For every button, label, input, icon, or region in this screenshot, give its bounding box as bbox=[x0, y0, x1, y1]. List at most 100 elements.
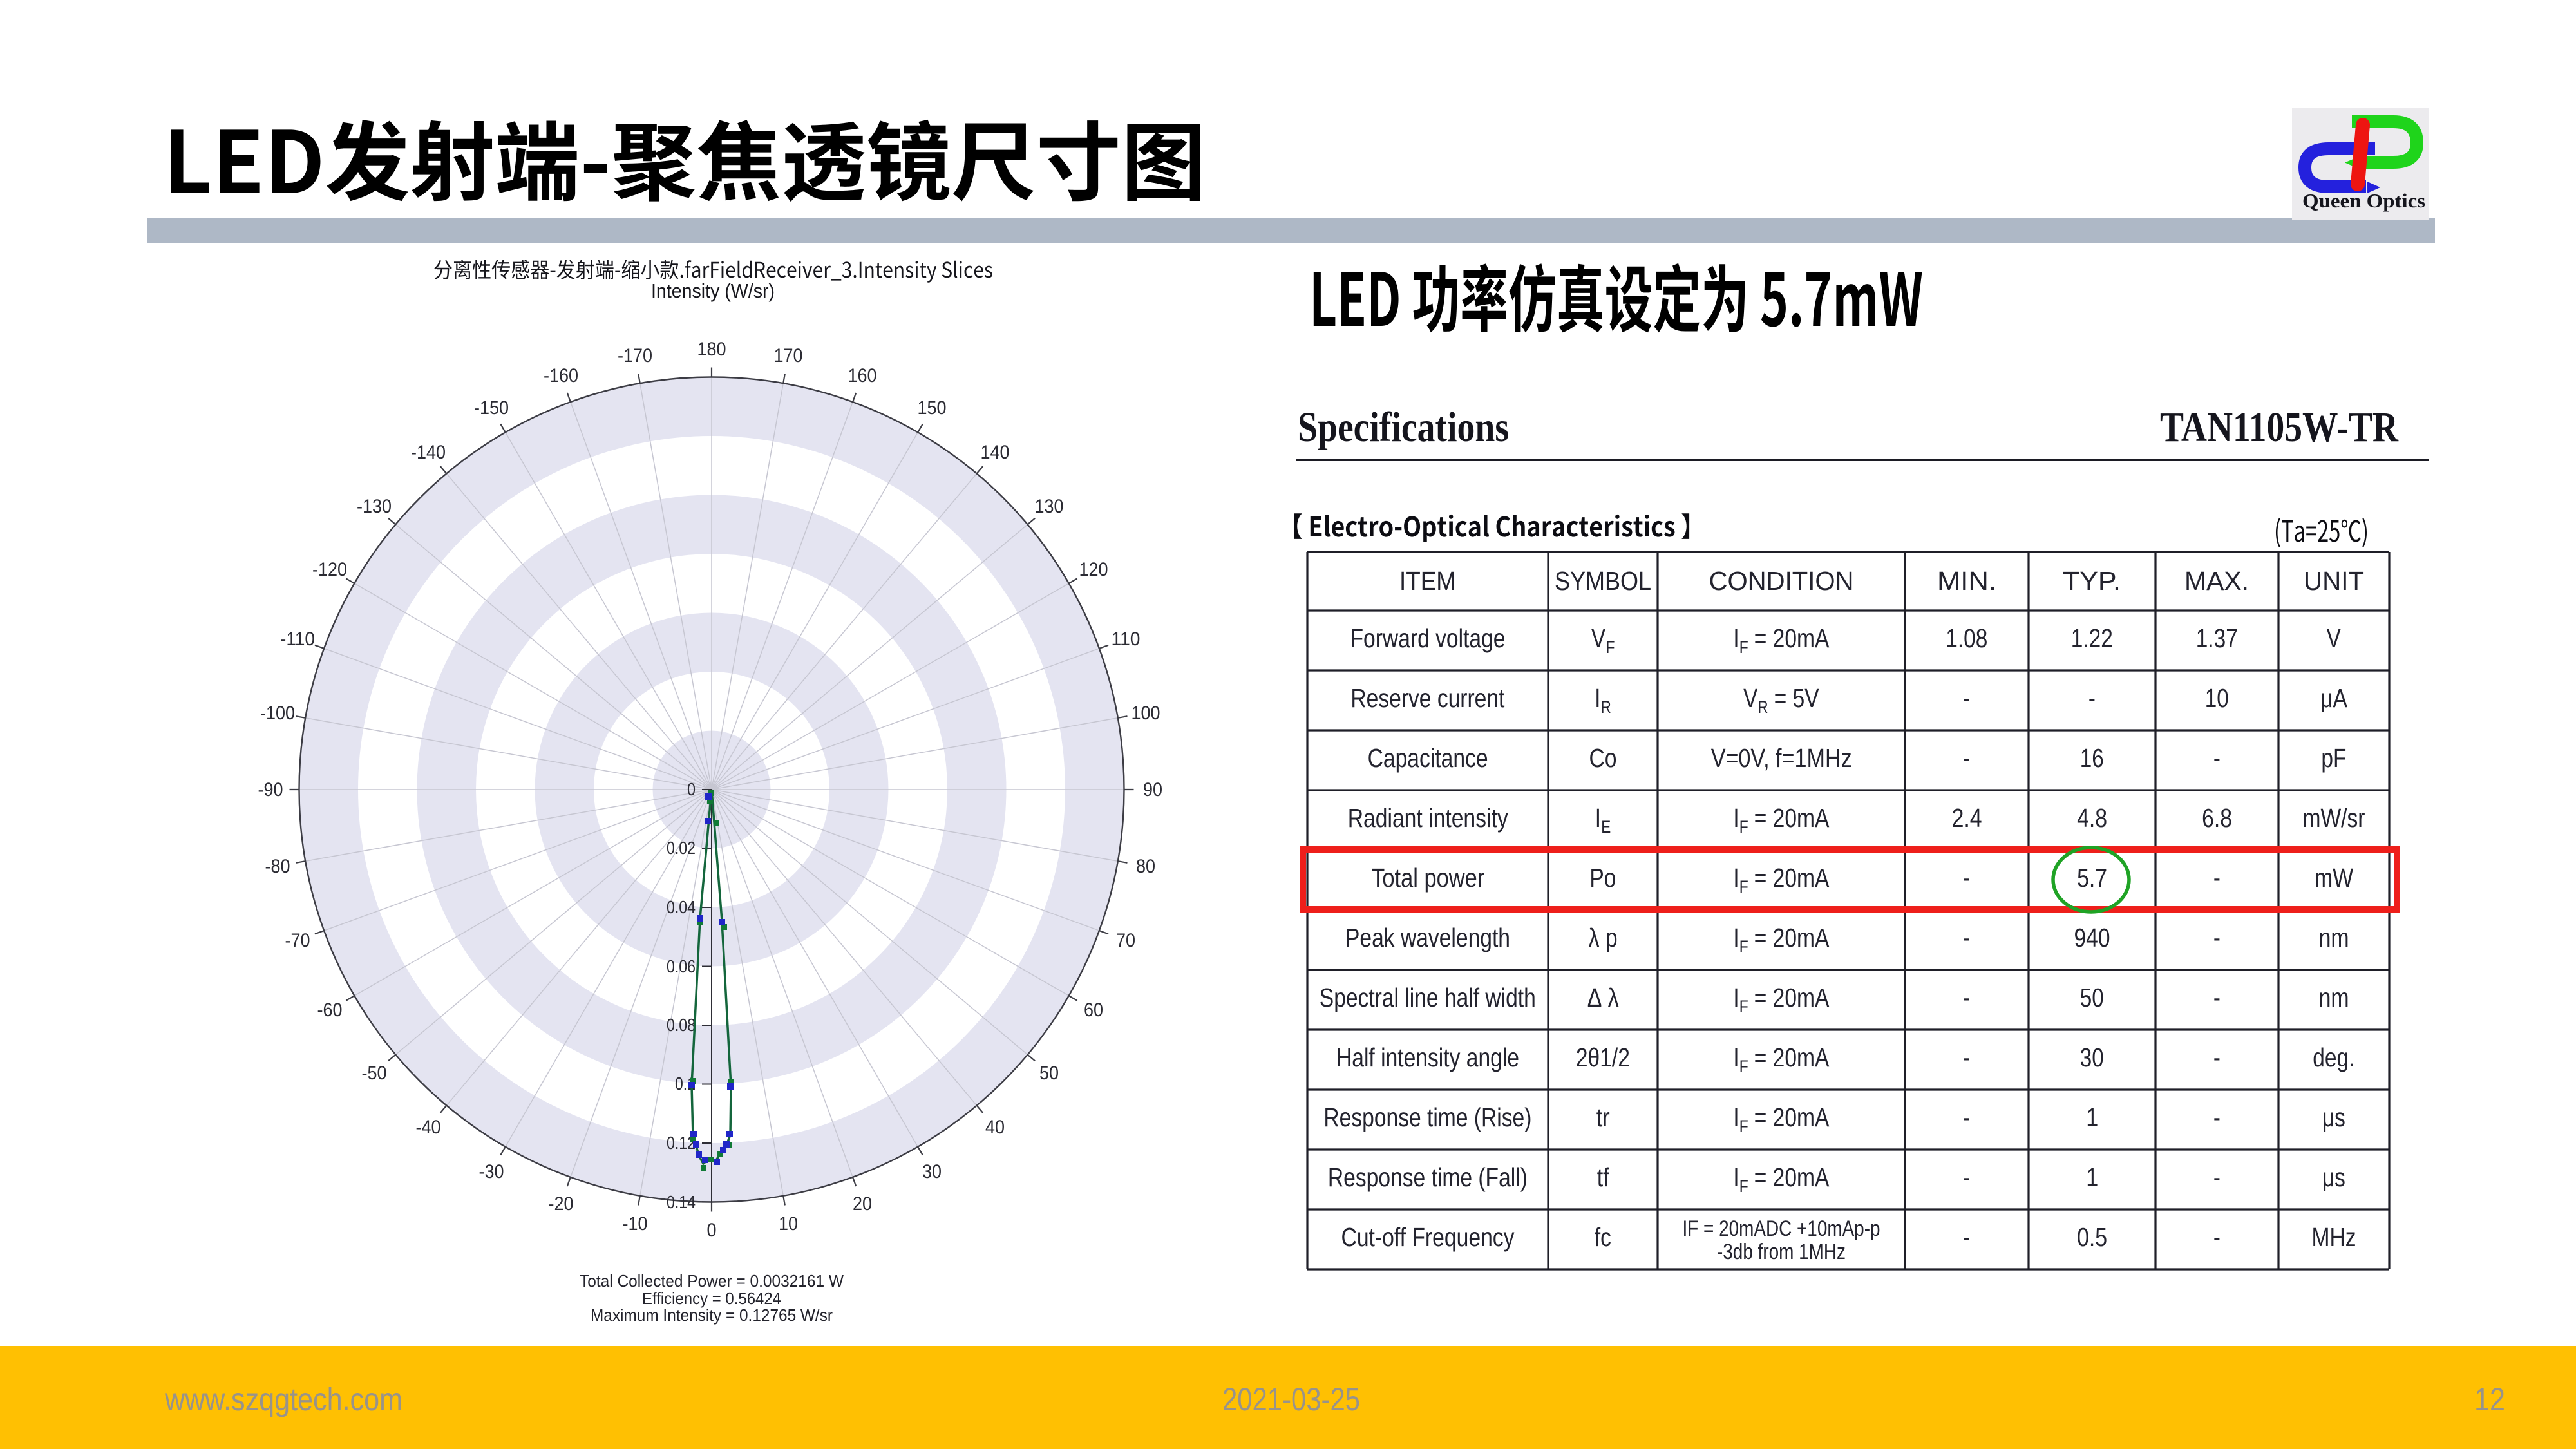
svg-text:0.08: 0.08 bbox=[667, 1015, 696, 1035]
svg-text:= 20mA: = 20mA bbox=[1748, 863, 1830, 893]
svg-text:I: I bbox=[1734, 1043, 1739, 1072]
svg-text:1: 1 bbox=[2086, 1162, 2098, 1192]
svg-text:tr: tr bbox=[1596, 1103, 1610, 1132]
svg-text:= 20mA: = 20mA bbox=[1748, 1043, 1830, 1072]
svg-text:-: - bbox=[1963, 983, 1970, 1012]
svg-text:40: 40 bbox=[985, 1117, 1005, 1138]
svg-text:= 20mA: = 20mA bbox=[1748, 1103, 1830, 1132]
svg-text:140: 140 bbox=[981, 442, 1010, 463]
svg-text:-110: -110 bbox=[280, 629, 315, 650]
svg-text:-: - bbox=[1963, 743, 1970, 773]
svg-text:F: F bbox=[1739, 997, 1748, 1016]
svg-text:Forward voltage: Forward voltage bbox=[1350, 623, 1506, 653]
svg-text:Co: Co bbox=[1589, 743, 1617, 773]
svg-text:= 20mA: = 20mA bbox=[1748, 623, 1830, 653]
svg-text:2θ1/2: 2θ1/2 bbox=[1576, 1043, 1630, 1072]
svg-text:6.8: 6.8 bbox=[2202, 803, 2232, 833]
svg-text:mW/sr: mW/sr bbox=[2303, 803, 2365, 833]
svg-text:Half intensity angle: Half intensity angle bbox=[1336, 1043, 1519, 1072]
svg-text:1.22: 1.22 bbox=[2071, 623, 2113, 653]
svg-text:-: - bbox=[1963, 1103, 1970, 1132]
svg-text:F: F bbox=[1606, 638, 1615, 657]
svg-text:IF = 20mADC +10mAp-p: IF = 20mADC +10mAp-p bbox=[1683, 1217, 1880, 1241]
svg-text:-: - bbox=[1963, 863, 1970, 893]
svg-text:Spectral line half width: Spectral line half width bbox=[1320, 983, 1536, 1012]
svg-text:-: - bbox=[1963, 923, 1970, 952]
svg-text:CONDITION: CONDITION bbox=[1709, 566, 1854, 596]
svg-text:μs: μs bbox=[2322, 1162, 2345, 1192]
svg-text:UNIT: UNIT bbox=[2304, 566, 2364, 596]
svg-text:-80: -80 bbox=[265, 856, 290, 877]
svg-text:F: F bbox=[1739, 638, 1748, 657]
svg-text:F: F bbox=[1739, 1117, 1748, 1136]
svg-text:180: 180 bbox=[697, 339, 726, 360]
svg-text:0: 0 bbox=[707, 1220, 717, 1241]
svg-text:Queen Optics: Queen Optics bbox=[2302, 189, 2425, 212]
svg-text:30: 30 bbox=[2080, 1043, 2104, 1072]
svg-text:V=0V, f=1MHz: V=0V, f=1MHz bbox=[1711, 743, 1852, 773]
svg-text:-: - bbox=[2213, 743, 2221, 773]
svg-text:0.14: 0.14 bbox=[667, 1192, 696, 1212]
svg-text:TAN1105W-TR: TAN1105W-TR bbox=[2160, 404, 2399, 451]
svg-text:SYMBOL: SYMBOL bbox=[1555, 566, 1651, 596]
svg-text:ITEM: ITEM bbox=[1399, 566, 1456, 596]
svg-text:50: 50 bbox=[1039, 1063, 1059, 1084]
svg-text:-120: -120 bbox=[312, 559, 347, 580]
svg-text:Response time (Fall): Response time (Fall) bbox=[1328, 1162, 1528, 1192]
svg-text:I: I bbox=[1595, 683, 1600, 713]
svg-text:Capacitance: Capacitance bbox=[1368, 743, 1488, 773]
svg-text:130: 130 bbox=[1035, 496, 1064, 517]
svg-text:Po: Po bbox=[1589, 863, 1616, 893]
svg-text:90: 90 bbox=[1143, 779, 1162, 800]
svg-text:170: 170 bbox=[774, 345, 803, 366]
svg-text:Cut-off Frequency: Cut-off Frequency bbox=[1341, 1222, 1515, 1252]
svg-text:16: 16 bbox=[2080, 743, 2104, 773]
svg-text:I: I bbox=[1595, 803, 1601, 833]
svg-text:1.37: 1.37 bbox=[2196, 623, 2238, 653]
svg-text:-50: -50 bbox=[362, 1063, 387, 1084]
svg-text:-60: -60 bbox=[317, 999, 343, 1021]
svg-text:2.4: 2.4 bbox=[1952, 803, 1982, 833]
svg-text:Δ λ: Δ λ bbox=[1587, 983, 1619, 1012]
svg-text:F: F bbox=[1739, 1177, 1748, 1196]
svg-text:-70: -70 bbox=[285, 930, 310, 951]
svg-text:MIN.: MIN. bbox=[1937, 566, 1996, 596]
svg-text:V: V bbox=[1743, 683, 1758, 713]
svg-text:R: R bbox=[1601, 697, 1611, 717]
svg-text:-20: -20 bbox=[549, 1193, 574, 1215]
svg-text:2021-03-25: 2021-03-25 bbox=[1222, 1381, 1360, 1417]
svg-text:4.8: 4.8 bbox=[2077, 803, 2107, 833]
svg-text:R: R bbox=[1758, 697, 1768, 717]
svg-text:150: 150 bbox=[918, 397, 947, 419]
svg-text:= 20mA: = 20mA bbox=[1748, 983, 1830, 1012]
svg-text:-: - bbox=[1963, 1222, 1970, 1252]
svg-text:-: - bbox=[2213, 1222, 2221, 1252]
svg-text:120: 120 bbox=[1079, 559, 1108, 580]
svg-text:Total power: Total power bbox=[1371, 863, 1484, 893]
svg-text:Total Collected Power = 0.0032: Total Collected Power = 0.0032161 W bbox=[580, 1271, 844, 1291]
svg-text:Reserve current: Reserve current bbox=[1350, 683, 1504, 713]
svg-text:nm: nm bbox=[2319, 983, 2349, 1012]
svg-text:-130: -130 bbox=[357, 496, 392, 517]
svg-text:940: 940 bbox=[2074, 923, 2110, 952]
svg-text:I: I bbox=[1734, 623, 1739, 653]
svg-text:MHz: MHz bbox=[2312, 1222, 2356, 1252]
svg-text:-: - bbox=[2213, 1103, 2221, 1132]
svg-text:TYP.: TYP. bbox=[2063, 566, 2121, 596]
svg-text:-100: -100 bbox=[260, 703, 295, 724]
svg-text:= 20mA: = 20mA bbox=[1748, 923, 1830, 952]
svg-text:-: - bbox=[2213, 1162, 2221, 1192]
svg-text:= 20mA: = 20mA bbox=[1748, 803, 1830, 833]
svg-text:I: I bbox=[1734, 803, 1739, 833]
svg-text:Peak wavelength: Peak wavelength bbox=[1345, 923, 1510, 952]
svg-text:160: 160 bbox=[848, 365, 877, 386]
svg-text:www.szqgtech.com: www.szqgtech.com bbox=[164, 1381, 402, 1417]
svg-text:30: 30 bbox=[922, 1161, 942, 1182]
svg-text:Intensity (W/sr): Intensity (W/sr) bbox=[651, 279, 775, 302]
svg-text:10: 10 bbox=[2205, 683, 2229, 713]
svg-text:= 5V: = 5V bbox=[1768, 683, 1820, 713]
svg-text:-: - bbox=[1963, 1043, 1970, 1072]
svg-text:70: 70 bbox=[1116, 930, 1135, 951]
svg-text:I: I bbox=[1734, 1162, 1739, 1192]
svg-text:Radiant intensity: Radiant intensity bbox=[1348, 803, 1508, 833]
